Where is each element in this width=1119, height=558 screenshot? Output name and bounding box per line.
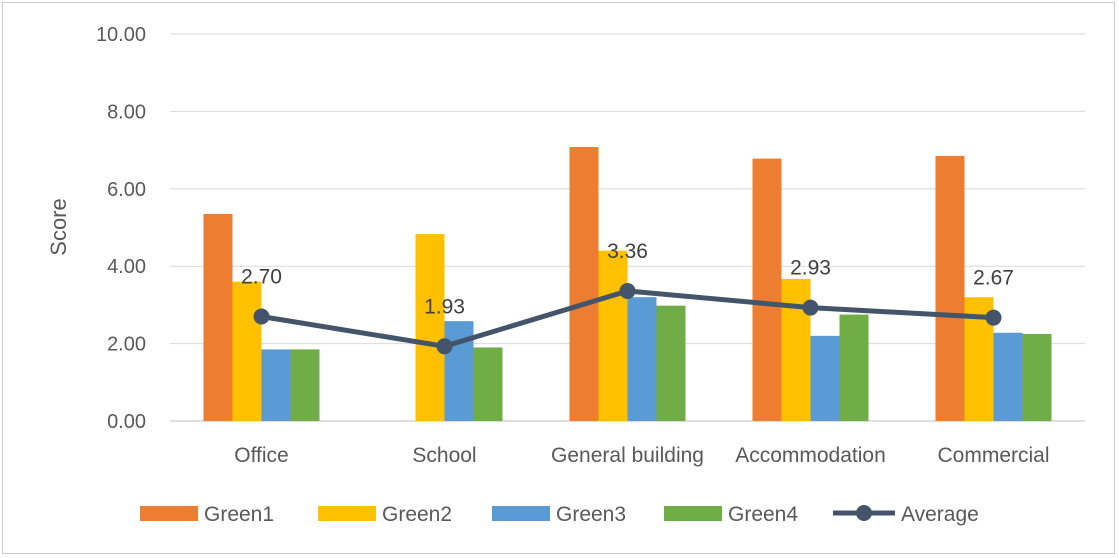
x-category-label: Office [234, 444, 288, 467]
x-category-label: Accommodation [735, 444, 886, 467]
bar-green3-commercial [993, 332, 1023, 421]
average-point [802, 299, 819, 316]
average-data-label: 2.70 [241, 266, 282, 289]
y-tick-label: 2.00 [107, 334, 146, 356]
y-axis-label: Score [46, 198, 71, 255]
bar-green1-general-building [569, 147, 599, 421]
legend-label-green4: Green4 [728, 503, 798, 526]
bar-green2-accommodation [781, 278, 811, 421]
average-point [985, 309, 1002, 326]
y-tick-label: 8.00 [107, 101, 146, 123]
bar-green2-school [415, 234, 445, 421]
bar-green1-commercial [935, 155, 965, 421]
average-data-label: 1.93 [424, 295, 465, 318]
bar-green3-accommodation [810, 335, 840, 421]
average-data-label: 2.67 [973, 267, 1014, 290]
x-category-label: School [412, 444, 476, 467]
bar-green3-school [444, 321, 474, 421]
legend-swatch-green1 [140, 506, 198, 521]
y-tick-label: 4.00 [107, 256, 146, 278]
bar-green4-general-building [656, 305, 686, 421]
average-point [619, 282, 636, 299]
legend-swatch-green4 [664, 506, 722, 521]
average-data-label: 3.36 [607, 240, 648, 263]
bar-green4-office [290, 349, 320, 421]
bar-green4-commercial [1022, 333, 1052, 421]
bar-green2-general-building [598, 250, 628, 421]
y-tick-label: 10.00 [96, 24, 146, 46]
y-tick-label: 6.00 [107, 179, 146, 201]
legend-swatch-green3 [492, 506, 550, 521]
bar-green2-office [232, 281, 262, 421]
legend-label-green3: Green3 [556, 503, 626, 526]
legend-swatch-average-marker [856, 505, 872, 521]
x-category-label: General building [551, 444, 704, 467]
average-data-label: 2.93 [790, 257, 831, 280]
average-point [253, 308, 270, 325]
legend-swatch-green2 [318, 506, 376, 521]
bar-green3-office [261, 349, 291, 421]
bar-green4-school [473, 347, 503, 421]
legend-label-average: Average [901, 503, 979, 526]
bar-green4-accommodation [839, 314, 869, 421]
legend-label-green1: Green1 [204, 503, 274, 526]
y-tick-label: 0.00 [107, 411, 146, 433]
bar-green3-general-building [627, 297, 657, 421]
x-category-label: Commercial [937, 444, 1049, 467]
bar-green1-accommodation [752, 158, 782, 421]
bar-green1-office [203, 213, 233, 421]
average-point [436, 338, 453, 355]
legend-label-green2: Green2 [382, 503, 452, 526]
